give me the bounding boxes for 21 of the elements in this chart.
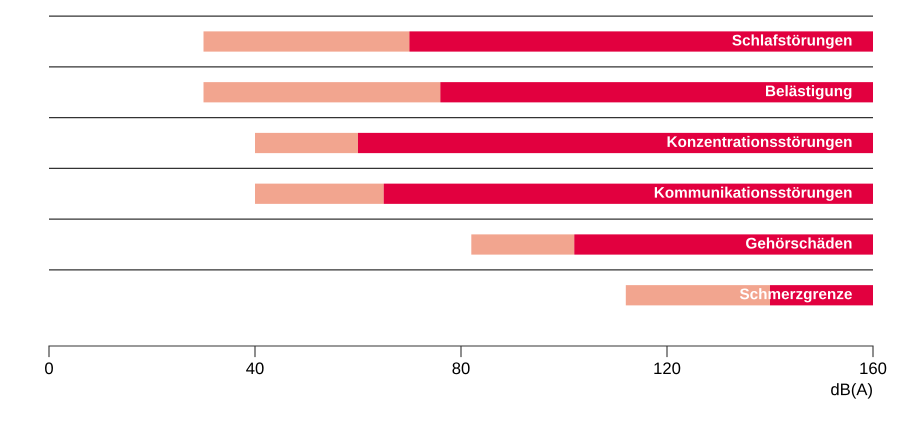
x-tick-label: 160 [860,362,886,374]
bar [440,82,873,102]
bar [255,132,358,154]
x-tick-label: 0 [45,362,53,374]
bar [410,31,873,52]
bar [471,234,574,255]
y-tick-label: Konzentrationsstörungen [668,136,852,150]
x-axis-title: dB(A) [831,383,872,399]
y-tick-label: Schlafstörungen [732,34,852,49]
bar [574,234,873,255]
bar [255,184,384,204]
y-tick-label: Belästigung [766,85,852,100]
bar [384,184,873,204]
bar [358,132,873,154]
y-tick-label: Gehörschäden [746,237,852,249]
x-tick-label: 80 [452,362,470,374]
x-tick-label: 40 [246,362,264,374]
bar [204,82,440,102]
y-tick-label: Kommunikationsstörungen [654,186,852,201]
x-tick-label: 120 [654,362,680,374]
bar [204,31,410,52]
